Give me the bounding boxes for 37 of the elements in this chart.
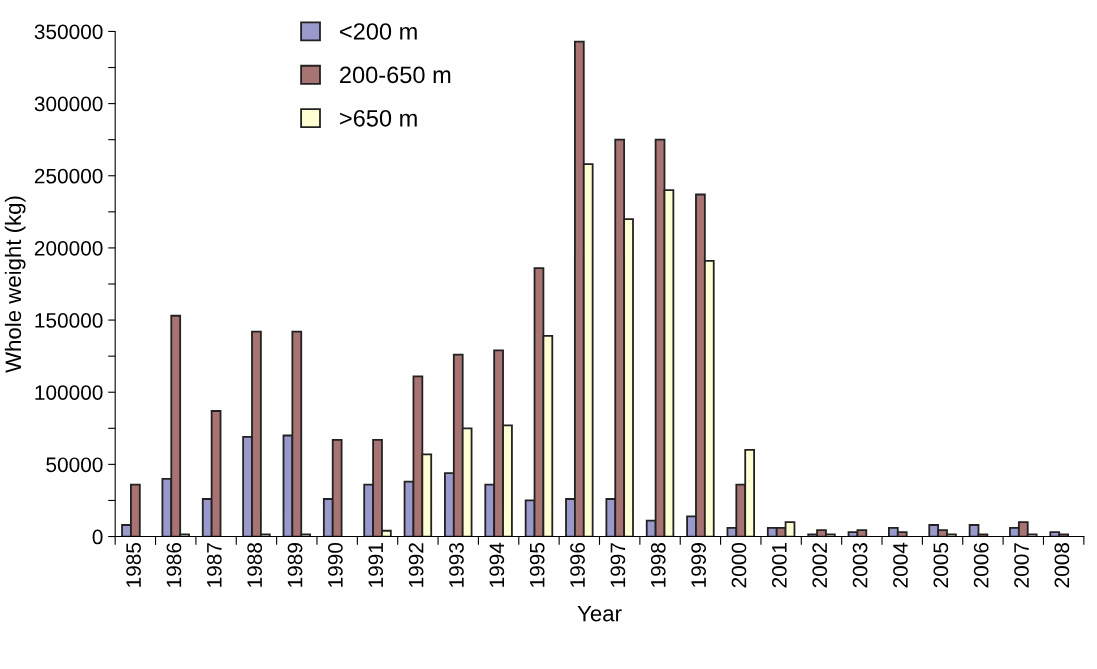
x-tick-label: 1988 — [247, 542, 263, 587]
x-tick-label: 1999 — [691, 543, 706, 587]
legend-label: >650 m — [340, 109, 417, 127]
x-tick-label: 2008 — [1054, 542, 1070, 588]
x-tick-label: 1993 — [449, 543, 464, 587]
x-tick-label: 1995 — [529, 542, 545, 587]
x-tick-label: 1996 — [570, 543, 585, 587]
x-tick-label: 2005 — [933, 542, 949, 588]
x-tick-label: 1985 — [126, 542, 141, 587]
y-tick-label: 50000 — [46, 457, 103, 473]
x-tick-label: 2003 — [852, 543, 868, 588]
x-tick-label: 2001 — [771, 543, 787, 588]
x-tick-label: 1987 — [206, 543, 222, 587]
y-axis-title: Whole weight (kg) — [4, 196, 26, 373]
y-tick-label: 200000 — [34, 240, 103, 256]
x-tick-label: 1991 — [368, 543, 384, 587]
x-axis-title: Year — [577, 605, 622, 622]
x-tick-label: 1986 — [166, 543, 182, 587]
y-tick-label: 250000 — [34, 168, 103, 184]
x-tick-label: 2002 — [812, 543, 828, 588]
x-tick-label: 2000 — [731, 542, 747, 588]
x-tick-label: 1992 — [408, 543, 424, 587]
x-tick-label: 1998 — [650, 542, 666, 587]
y-tick-label: 0 — [92, 529, 103, 545]
x-tick-label: 2004 — [893, 542, 908, 588]
y-tick-label: 300000 — [34, 96, 103, 112]
legend-label: <200 m — [340, 23, 417, 40]
y-tick-label: 150000 — [35, 313, 103, 328]
x-tick-label: 1997 — [610, 543, 626, 587]
x-tick-label: 1989 — [287, 543, 303, 587]
x-tick-label: 2007 — [1014, 543, 1029, 588]
x-tick-label: 1994 — [489, 542, 505, 587]
legend-label: 200-650 m — [340, 66, 451, 84]
x-tick-label: 2006 — [973, 543, 989, 588]
x-tick-label: 1990 — [328, 542, 343, 587]
y-tick-label: 350000 — [34, 24, 103, 40]
y-tick-label: 100000 — [35, 385, 103, 400]
